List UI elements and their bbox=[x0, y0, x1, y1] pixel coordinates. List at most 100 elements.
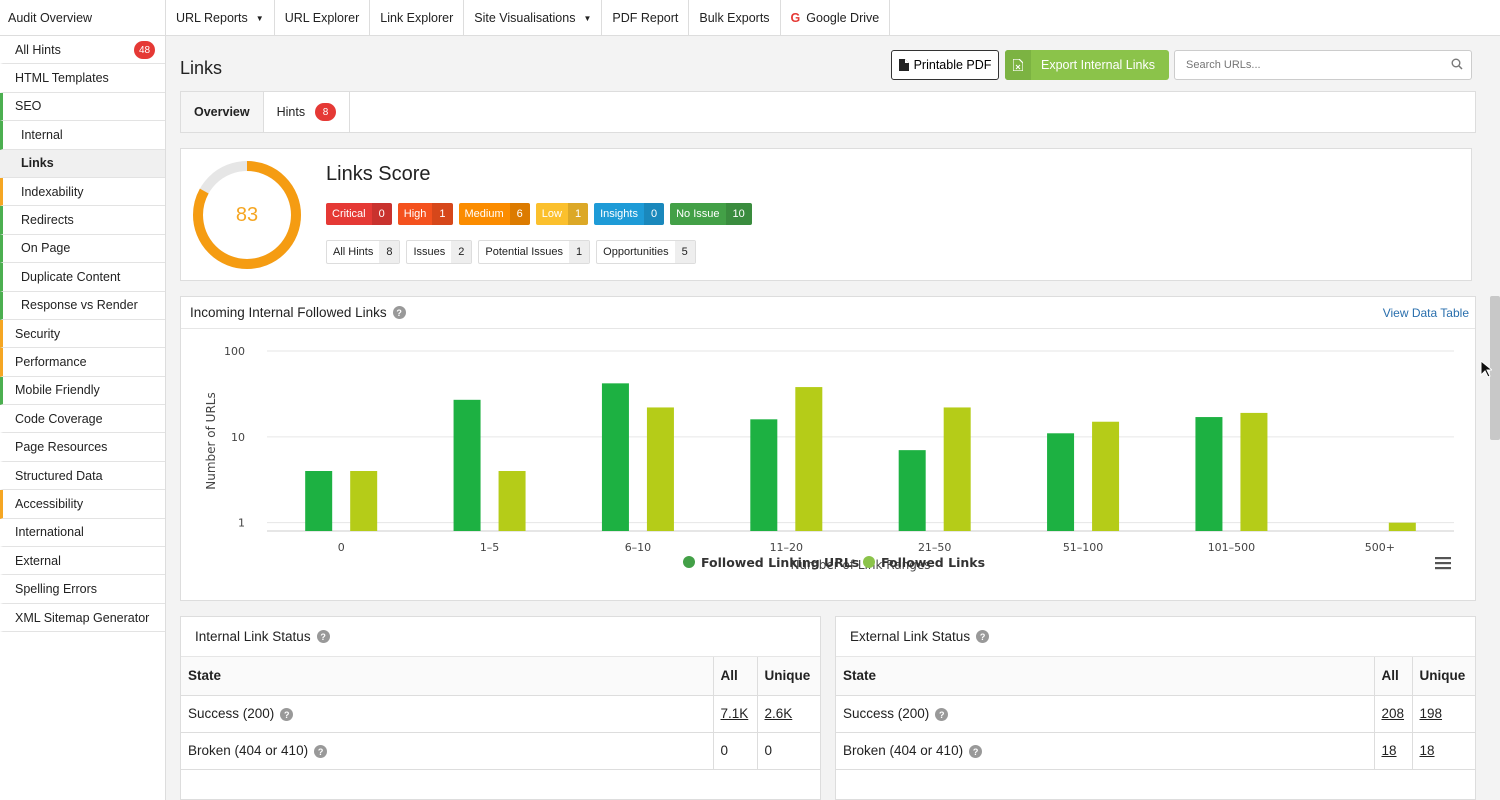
sidebar-item-links[interactable]: Links bbox=[0, 149, 165, 178]
unique-count-link[interactable]: 2.6K bbox=[764, 706, 793, 721]
severity-pill-high[interactable]: High 1 bbox=[397, 203, 453, 225]
legend-marker[interactable] bbox=[863, 556, 875, 568]
nav-url-reports[interactable]: URL Reports ▼ bbox=[166, 0, 275, 35]
sidebar-item-response-vs-render[interactable]: Response vs Render bbox=[0, 291, 165, 320]
bar-followed-linking-urls-0[interactable] bbox=[305, 471, 333, 531]
nav-link-explorer[interactable]: Link Explorer bbox=[370, 0, 465, 35]
sidebar-item-label: Structured Data bbox=[15, 468, 103, 483]
nav-label: Link Explorer bbox=[380, 11, 454, 25]
sidebar-item-seo[interactable]: SEO bbox=[0, 92, 165, 122]
type-pill-all-hints[interactable]: All Hints 8 bbox=[326, 240, 401, 264]
sidebar-item-performance[interactable]: Performance bbox=[0, 348, 165, 377]
help-icon[interactable]: ? bbox=[935, 708, 949, 722]
severity-pill-insights[interactable]: Insights 0 bbox=[594, 203, 665, 225]
bar-followed-linking-urls-3[interactable] bbox=[750, 419, 778, 531]
tab-hints[interactable]: Hints 8 bbox=[264, 92, 351, 132]
bar-followed-linking-urls-2[interactable] bbox=[601, 383, 629, 531]
sidebar-item-internal[interactable]: Internal bbox=[0, 121, 165, 150]
nav-site-visualisations[interactable]: Site Visualisations ▼ bbox=[464, 0, 603, 35]
sidebar-item-xml-sitemap-generator[interactable]: XML Sitemap Generator bbox=[0, 604, 165, 633]
pill-count: 1 bbox=[567, 203, 589, 225]
chart-menu-icon[interactable] bbox=[1435, 557, 1451, 570]
bar-followed-linking-urls-4[interactable] bbox=[898, 450, 926, 531]
bar-followed-links-3[interactable] bbox=[795, 387, 823, 531]
sidebar-item-label: Code Coverage bbox=[15, 411, 103, 426]
sidebar-item-on-page[interactable]: On Page bbox=[0, 234, 165, 264]
col-state: State bbox=[181, 657, 713, 696]
all-count-link[interactable]: 18 bbox=[1381, 743, 1397, 758]
legend-marker[interactable] bbox=[683, 556, 695, 568]
type-pill-potential-issues[interactable]: Potential Issues 1 bbox=[478, 240, 591, 264]
pill-label: Low bbox=[541, 208, 562, 220]
nav-url-explorer[interactable]: URL Explorer bbox=[275, 0, 371, 35]
severity-pill-low[interactable]: Low 1 bbox=[535, 203, 589, 225]
view-data-table-link[interactable]: View Data Table bbox=[1382, 306, 1469, 320]
bar-followed-links-7[interactable] bbox=[1388, 522, 1416, 531]
legend-label[interactable]: Followed Links bbox=[881, 555, 985, 570]
help-icon[interactable]: ? bbox=[392, 306, 406, 319]
legend-label[interactable]: Followed Linking URLs bbox=[701, 555, 859, 570]
sidebar-item-indexability[interactable]: Indexability bbox=[0, 177, 165, 207]
sidebar-item-spelling-errors[interactable]: Spelling Errors bbox=[0, 575, 165, 604]
hint-count-badge: 48 bbox=[134, 41, 155, 59]
sidebar-item-html-templates[interactable]: HTML Templates bbox=[0, 64, 165, 93]
sidebar-item-mobile-friendly[interactable]: Mobile Friendly bbox=[0, 376, 165, 406]
sidebar-item-structured-data[interactable]: Structured Data bbox=[0, 462, 165, 491]
sidebar-item-label: On Page bbox=[21, 241, 71, 256]
page-scrollbar[interactable] bbox=[1490, 296, 1500, 440]
bar-followed-linking-urls-1[interactable] bbox=[453, 399, 481, 531]
sidebar-item-label: Security bbox=[15, 326, 61, 341]
sidebar-item-label: Duplicate Content bbox=[21, 269, 121, 284]
state-label: Broken (404 or 410) bbox=[843, 742, 964, 758]
all-count-link[interactable]: 208 bbox=[1381, 706, 1405, 721]
sidebar-item-security[interactable]: Security bbox=[0, 319, 165, 349]
bar-followed-links-5[interactable] bbox=[1092, 421, 1120, 531]
type-pill-issues[interactable]: Issues 2 bbox=[406, 240, 473, 264]
bar-followed-links-0[interactable] bbox=[350, 471, 378, 531]
sidebar-item-redirects[interactable]: Redirects bbox=[0, 206, 165, 235]
sidebar-item-code-coverage[interactable]: Code Coverage bbox=[0, 405, 165, 434]
y-axis-title: Number of URLs bbox=[204, 392, 218, 489]
sidebar-item-external[interactable]: External bbox=[0, 547, 165, 576]
bar-followed-links-4[interactable] bbox=[943, 407, 971, 531]
severity-pill-critical[interactable]: Critical 0 bbox=[326, 203, 392, 225]
help-icon[interactable]: ? bbox=[316, 630, 330, 643]
sidebar-item-page-resources[interactable]: Page Resources bbox=[0, 433, 165, 462]
pill-label: No Issue bbox=[676, 208, 720, 220]
sidebar-item-all-hints[interactable]: All Hints 48 bbox=[0, 36, 165, 65]
severity-pill-medium[interactable]: Medium 6 bbox=[458, 203, 530, 225]
printable-pdf-button[interactable]: Printable PDF bbox=[891, 50, 999, 80]
sidebar-item-duplicate-content[interactable]: Duplicate Content bbox=[0, 263, 165, 292]
col-unique: Unique bbox=[756, 657, 820, 696]
bar-followed-linking-urls-6[interactable] bbox=[1195, 417, 1223, 531]
bar-followed-links-6[interactable] bbox=[1240, 412, 1268, 531]
help-icon[interactable]: ? bbox=[969, 745, 983, 759]
help-icon[interactable]: ? bbox=[976, 630, 990, 643]
audit-overview-link[interactable]: Audit Overview bbox=[0, 0, 166, 35]
sidebar-item-international[interactable]: International bbox=[0, 519, 165, 548]
all-count-link[interactable]: 7.1K bbox=[720, 706, 749, 721]
tab-overview[interactable]: Overview bbox=[181, 92, 264, 132]
nav-pdf-report[interactable]: PDF Report bbox=[602, 0, 690, 35]
unique-count-link[interactable]: 18 bbox=[1419, 743, 1435, 758]
sidebar-item-label: Mobile Friendly bbox=[15, 383, 100, 398]
bar-followed-linking-urls-5[interactable] bbox=[1047, 433, 1075, 531]
sidebar-item-accessibility[interactable]: Accessibility bbox=[0, 490, 165, 519]
nav-google-drive[interactable]: G Google Drive bbox=[781, 0, 891, 35]
help-icon[interactable]: ? bbox=[280, 708, 294, 722]
search-urls-input[interactable] bbox=[1174, 50, 1472, 80]
severity-pill-no-issue[interactable]: No Issue 10 bbox=[670, 203, 752, 225]
col-unique: Unique bbox=[1411, 657, 1475, 696]
export-internal-links-button[interactable]: Export Internal Links bbox=[1005, 50, 1169, 80]
nav-bulk-exports[interactable]: Bulk Exports bbox=[689, 0, 781, 35]
type-pill-opportunities[interactable]: Opportunities 5 bbox=[596, 240, 696, 264]
unique-count-link[interactable]: 198 bbox=[1419, 706, 1443, 721]
help-icon[interactable]: ? bbox=[314, 745, 328, 759]
bar-followed-links-2[interactable] bbox=[646, 407, 674, 531]
nav-label: Site Visualisations bbox=[474, 11, 576, 25]
nav-label: Bulk Exports bbox=[699, 11, 770, 25]
search-icon[interactable] bbox=[1451, 58, 1463, 70]
tab-hints-label: Hints bbox=[276, 105, 306, 119]
all-cell: 7.1K bbox=[712, 695, 757, 733]
bar-followed-links-1[interactable] bbox=[498, 471, 526, 531]
